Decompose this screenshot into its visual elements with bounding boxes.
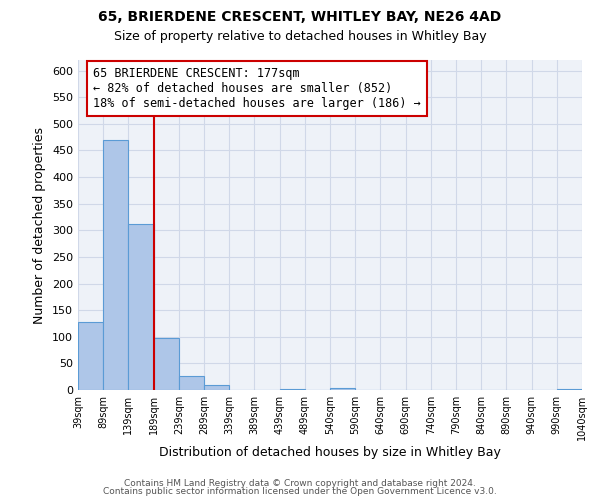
Bar <box>78 322 103 390</box>
Bar <box>280 389 305 390</box>
Text: Contains HM Land Registry data © Crown copyright and database right 2024.: Contains HM Land Registry data © Crown c… <box>124 478 476 488</box>
Bar <box>204 384 229 390</box>
Bar <box>557 389 582 390</box>
X-axis label: Distribution of detached houses by size in Whitley Bay: Distribution of detached houses by size … <box>159 446 501 458</box>
Bar <box>330 388 355 390</box>
Text: 65 BRIERDENE CRESCENT: 177sqm
← 82% of detached houses are smaller (852)
18% of : 65 BRIERDENE CRESCENT: 177sqm ← 82% of d… <box>93 66 421 110</box>
Text: 65, BRIERDENE CRESCENT, WHITLEY BAY, NE26 4AD: 65, BRIERDENE CRESCENT, WHITLEY BAY, NE2… <box>98 10 502 24</box>
Text: Contains public sector information licensed under the Open Government Licence v3: Contains public sector information licen… <box>103 487 497 496</box>
Text: Size of property relative to detached houses in Whitley Bay: Size of property relative to detached ho… <box>113 30 487 43</box>
Y-axis label: Number of detached properties: Number of detached properties <box>34 126 46 324</box>
Bar <box>128 224 154 390</box>
Bar <box>179 376 204 390</box>
Bar <box>154 338 179 390</box>
Bar <box>103 140 128 390</box>
